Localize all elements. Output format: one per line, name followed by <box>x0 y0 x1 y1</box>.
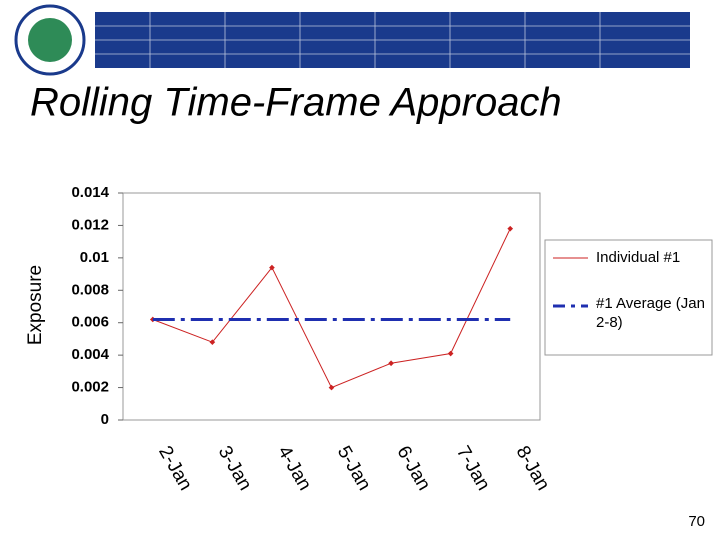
legend-label: Individual #1 <box>596 249 680 266</box>
slide-title: Rolling Time-Frame Approach <box>30 81 562 125</box>
legend-label: #1 Average (Jan 2-8) <box>596 295 705 331</box>
plot-area <box>122 192 541 421</box>
page-number: 70 <box>688 513 705 530</box>
y-tick-label: 0.012 <box>71 216 109 233</box>
point <box>269 264 275 271</box>
point <box>507 225 514 232</box>
point <box>209 339 216 345</box>
logo-inner <box>28 18 72 62</box>
x-tick-label: 2-Jan <box>154 443 196 495</box>
y-tick-label: 0.004 <box>71 346 109 363</box>
y-tick-label: 0.008 <box>71 281 109 298</box>
x-tick-label: 5-Jan <box>333 443 375 495</box>
y-tick-label: 0.002 <box>71 379 109 396</box>
x-tick-label: 6-Jan <box>392 443 434 495</box>
y-tick-label: 0.006 <box>71 314 109 331</box>
map-grid <box>95 12 690 68</box>
x-tick-label: 7-Jan <box>452 443 494 495</box>
point <box>447 350 454 357</box>
x-tick-label: 8-Jan <box>512 443 554 495</box>
point <box>388 360 394 367</box>
legend <box>544 239 713 356</box>
point <box>328 384 335 391</box>
y-tick-label: 0.014 <box>71 184 109 201</box>
y-tick-label: 0 <box>101 411 109 428</box>
y-axis-title: Exposure <box>25 265 46 345</box>
x-tick-label: 3-Jan <box>214 443 256 495</box>
y-tick-label: 0.01 <box>80 249 109 266</box>
x-tick-label: 4-Jan <box>273 443 315 495</box>
